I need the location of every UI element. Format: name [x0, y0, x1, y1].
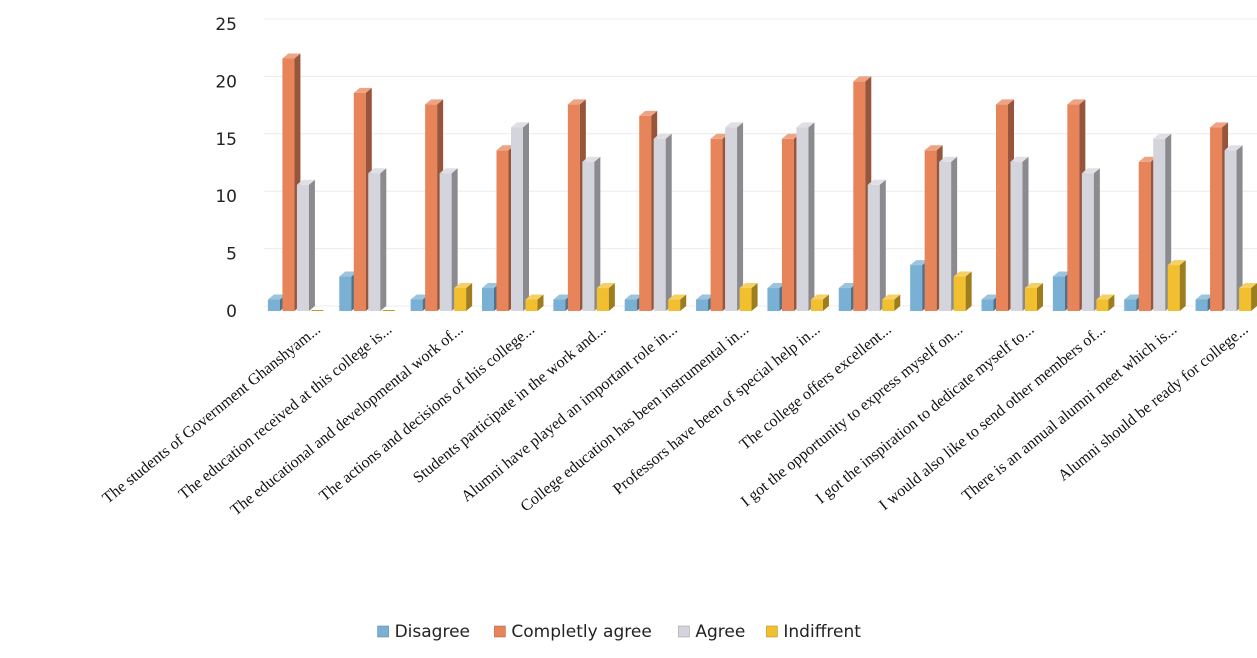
- bar-agree: [939, 156, 958, 311]
- bar-agree: [296, 179, 315, 311]
- bar-agree: [368, 168, 387, 311]
- legend-item-disagree: Disagree: [377, 622, 470, 642]
- bar-agree: [582, 156, 601, 311]
- legend-swatch: [678, 625, 690, 638]
- bar-indiffrent: [1096, 294, 1115, 311]
- bar-group: [1052, 99, 1115, 311]
- bar-group: [838, 76, 901, 312]
- legend-item-agree: Agree: [678, 622, 745, 642]
- bar-indiffrent: [596, 283, 615, 311]
- legend-item-indiffrent: Indiffrent: [766, 622, 861, 642]
- bar-agree: [1010, 156, 1029, 311]
- bar-indiffrent: [668, 294, 687, 311]
- bar-group: [410, 99, 473, 311]
- legend-label: Disagree: [395, 622, 470, 642]
- bar-group: [553, 99, 615, 311]
- bar-agree: [867, 179, 886, 311]
- legend-swatch: [494, 625, 506, 638]
- bar-indiffrent: [1239, 283, 1257, 311]
- bar-indiffrent: [311, 310, 324, 311]
- legend-label: Agree: [695, 622, 745, 642]
- bar-group: [624, 110, 687, 311]
- bar-indiffrent: [810, 294, 829, 311]
- bar-group: [267, 53, 324, 311]
- legend-swatch: [377, 625, 389, 638]
- bar-agree: [1081, 168, 1100, 311]
- bar-indiffrent: [454, 283, 473, 311]
- legend-item-completly-agree: Completly agree: [494, 622, 652, 642]
- bar-indiffrent: [1167, 260, 1186, 311]
- y-tick-label: 10: [215, 187, 237, 207]
- y-tick-label: 5: [226, 245, 237, 265]
- bar-group: [339, 87, 395, 311]
- bar-agree: [1224, 145, 1243, 311]
- bar-agree: [439, 168, 458, 311]
- legend-swatch: [766, 625, 778, 638]
- y-tick-label: 25: [215, 15, 237, 35]
- bar-indiffrent: [525, 294, 544, 311]
- bar-disagree: [1052, 271, 1071, 311]
- gridlines: [264, 18, 1257, 307]
- y-tick-label: 15: [215, 130, 237, 150]
- bar-group: [767, 122, 829, 311]
- legend: Disagree Completly agree Agree Indiffrent: [377, 622, 861, 642]
- bar-group: [910, 145, 972, 311]
- y-tick-label: 0: [226, 302, 237, 322]
- bar-group: [981, 99, 1043, 311]
- bar-completly-agree: [567, 99, 586, 311]
- bar-agree: [725, 122, 744, 311]
- bar-group: [696, 122, 758, 311]
- bar-agree: [653, 133, 672, 311]
- bar-indiffrent: [382, 310, 395, 311]
- bar-indiffrent: [953, 271, 972, 311]
- legend-label: Completly agree: [511, 622, 651, 642]
- bar-indiffrent: [1025, 283, 1043, 311]
- y-axis-ticks: 0 5 10 15 20 25: [215, 15, 237, 322]
- legend-label: Indiffrent: [783, 622, 861, 642]
- bar-agree: [511, 122, 529, 311]
- bars: [267, 53, 1257, 312]
- bar-group: [1124, 133, 1186, 311]
- bar-group: [482, 122, 544, 311]
- bar-indiffrent: [739, 283, 758, 311]
- bar-indiffrent: [882, 294, 901, 311]
- bar-agree: [796, 122, 815, 311]
- bar-group: [1195, 122, 1257, 311]
- y-tick-label: 20: [215, 72, 237, 92]
- x-axis-labels: The students of Government Ghanshyam...T…: [99, 321, 1251, 519]
